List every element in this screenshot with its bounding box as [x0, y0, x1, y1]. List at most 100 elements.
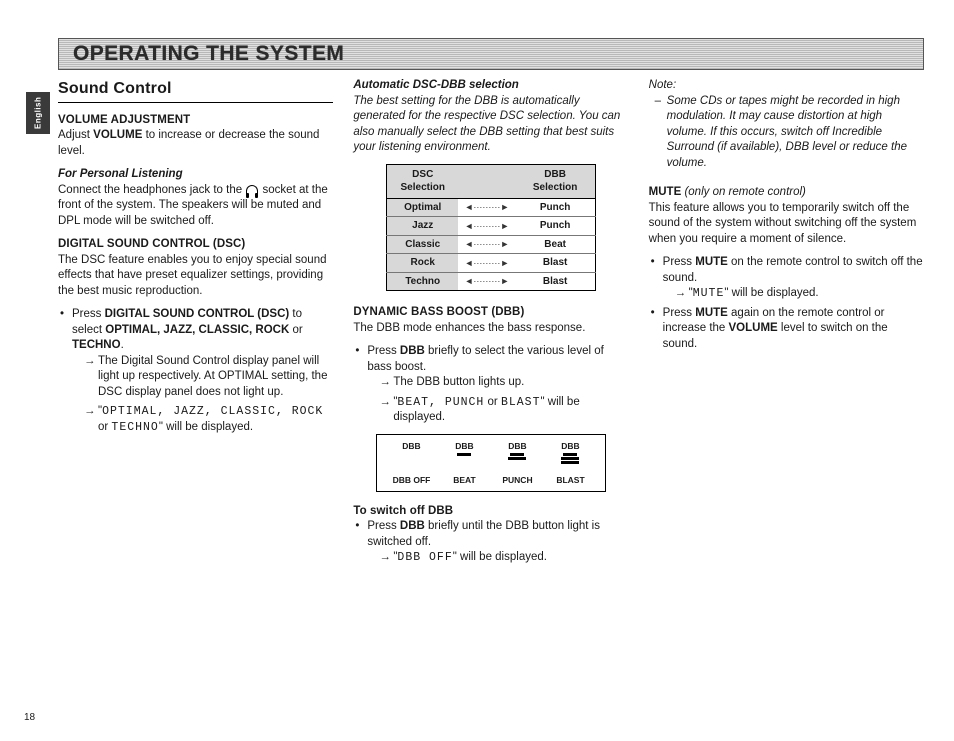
title-bar: OPERATING THE SYSTEM: [58, 38, 924, 70]
t: or: [98, 421, 111, 433]
list-item: Press DBB briefly to select the various …: [367, 344, 628, 426]
t: DBB: [402, 441, 420, 451]
list-item: Press DBB briefly until the DBB button l…: [367, 519, 628, 566]
section-title: Sound Control: [58, 78, 333, 100]
bar-icon: [510, 453, 524, 456]
t: Press: [663, 307, 696, 319]
t: " will be displayed.: [724, 287, 818, 299]
t: Connect the headphones jack to the: [58, 184, 245, 196]
table-row: Techno◄·········►Blast: [386, 272, 595, 291]
heading-off: To switch off DBB: [353, 504, 628, 520]
column-2: Automatic DSC-DBB selection The best set…: [353, 76, 628, 574]
t: Some CDs or tapes might be recorded in h…: [667, 95, 907, 169]
arrow-line: "DBB OFF" will be displayed.: [367, 550, 628, 566]
dsc-dbb-table: DSC Selection DBB Selection Optimal◄····…: [386, 164, 596, 292]
note-dash: Some CDs or tapes might be recorded in h…: [649, 94, 924, 172]
t: DIGITAL SOUND CONTROL (DSC): [105, 308, 290, 320]
heading-dsc: DIGITAL SOUND CONTROL (DSC): [58, 237, 333, 253]
t: " will be displayed.: [159, 421, 253, 433]
heading-auto: Automatic DSC-DBB selection: [353, 78, 628, 94]
t: Adjust: [58, 129, 93, 141]
t: DBB: [400, 520, 425, 532]
td: Blast: [515, 254, 595, 273]
bar-icon: [457, 453, 471, 456]
language-tab: English: [26, 92, 50, 134]
t: DBB: [455, 441, 473, 451]
t: MUTE: [649, 186, 682, 198]
td: Blast: [515, 272, 595, 291]
lcd-text: MUTE: [693, 287, 725, 300]
td: Rock: [386, 254, 458, 273]
mute-text: This feature allows you to temporarily s…: [649, 201, 924, 248]
t: DBB: [508, 441, 526, 451]
auto-text: The best setting for the DBB is automati…: [353, 94, 628, 156]
arrow-icon: ◄·········►: [458, 254, 515, 273]
td: Punch: [515, 217, 595, 236]
dbb-indicator-box: DBB DBB DBB DBB DBB OFF BEAT PUNCH BLAST: [376, 434, 606, 492]
personal-text: Connect the headphones jack to the socke…: [58, 183, 333, 230]
arrow-icon: ◄·········►: [458, 198, 515, 217]
td: Beat: [515, 235, 595, 254]
lcd-text: BLAST: [501, 396, 541, 409]
td: Techno: [386, 272, 458, 291]
t: Press: [663, 256, 696, 268]
page-number: 18: [24, 712, 35, 723]
arrow-line: The DBB button lights up.: [367, 375, 628, 391]
note-label: Note:: [649, 78, 924, 94]
dbb-header-row: DBB DBB DBB DBB: [385, 441, 597, 465]
section-underline: [58, 102, 333, 103]
t: " will be displayed.: [453, 551, 547, 563]
dsc-bullets: Press DIGITAL SOUND CONTROL (DSC) to sel…: [58, 307, 333, 435]
arrow-icon: ◄·········►: [458, 235, 515, 254]
heading-personal: For Personal Listening: [58, 167, 333, 183]
bar-icon: [508, 457, 526, 460]
content-columns: Sound Control VOLUME ADJUSTMENT Adjust V…: [58, 76, 924, 574]
list-item: Press DIGITAL SOUND CONTROL (DSC) to sel…: [72, 307, 333, 435]
dbb-cell: DBB: [544, 441, 597, 465]
t: DBB: [400, 345, 425, 357]
heading-mute: MUTE (only on remote control): [649, 185, 924, 201]
t: Press: [367, 345, 400, 357]
column-3: Note: Some CDs or tapes might be recorde…: [649, 76, 924, 574]
lcd-text: TECHNO: [111, 421, 158, 434]
t: DBB OFF: [385, 475, 438, 486]
lcd-text: OPTIMAL, JAZZ, CLASSIC, ROCK: [102, 405, 323, 418]
bar-icon: [561, 457, 579, 460]
heading-dbb: DYNAMIC BASS BOOST (DBB): [353, 305, 628, 321]
td: Optimal: [386, 198, 458, 217]
th: DBB Selection: [515, 164, 595, 198]
td: Classic: [386, 235, 458, 254]
t: VOLUME: [729, 322, 778, 334]
arrow-line: "BEAT, PUNCH or BLAST" will be displayed…: [367, 395, 628, 426]
table-row: DSC Selection DBB Selection: [386, 164, 595, 198]
dbb-label-row: DBB OFF BEAT PUNCH BLAST: [385, 475, 597, 486]
lcd-text: BEAT, PUNCH: [397, 396, 484, 409]
t: .: [121, 339, 124, 351]
off-bullets: Press DBB briefly until the DBB button l…: [353, 519, 628, 566]
column-1: Sound Control VOLUME ADJUSTMENT Adjust V…: [58, 76, 333, 574]
bar-icon: [563, 453, 577, 456]
t: TECHNO: [72, 339, 121, 351]
dbb-cell: DBB: [438, 441, 491, 465]
t: (only on remote control): [681, 186, 806, 198]
t: OPTIMAL, JAZZ, CLASSIC, ROCK: [105, 324, 289, 336]
lcd-text: DBB OFF: [397, 551, 452, 564]
list-item: Press MUTE on the remote control to swit…: [663, 255, 924, 302]
dbb-text: The DBB mode enhances the bass response.: [353, 321, 628, 337]
dbb-cell: DBB: [385, 441, 438, 465]
t: VOLUME: [93, 129, 142, 141]
bar-icon: [561, 461, 579, 464]
t: DBB: [561, 441, 579, 451]
dsc-text: The DSC feature enables you to enjoy spe…: [58, 253, 333, 300]
title-bar-label: OPERATING THE SYSTEM: [59, 42, 344, 66]
table-row: Rock◄·········►Blast: [386, 254, 595, 273]
arrow-line: "OPTIMAL, JAZZ, CLASSIC, ROCK or TECHNO"…: [72, 404, 333, 435]
td: Punch: [515, 198, 595, 217]
headphone-icon: [246, 185, 258, 195]
arrow-line: "MUTE" will be displayed.: [663, 286, 924, 302]
t: or: [484, 396, 501, 408]
arrow-icon: ◄·········►: [458, 272, 515, 291]
table-row: Classic◄·········►Beat: [386, 235, 595, 254]
arrow-icon: ◄·········►: [458, 217, 515, 236]
t: or: [289, 324, 302, 336]
